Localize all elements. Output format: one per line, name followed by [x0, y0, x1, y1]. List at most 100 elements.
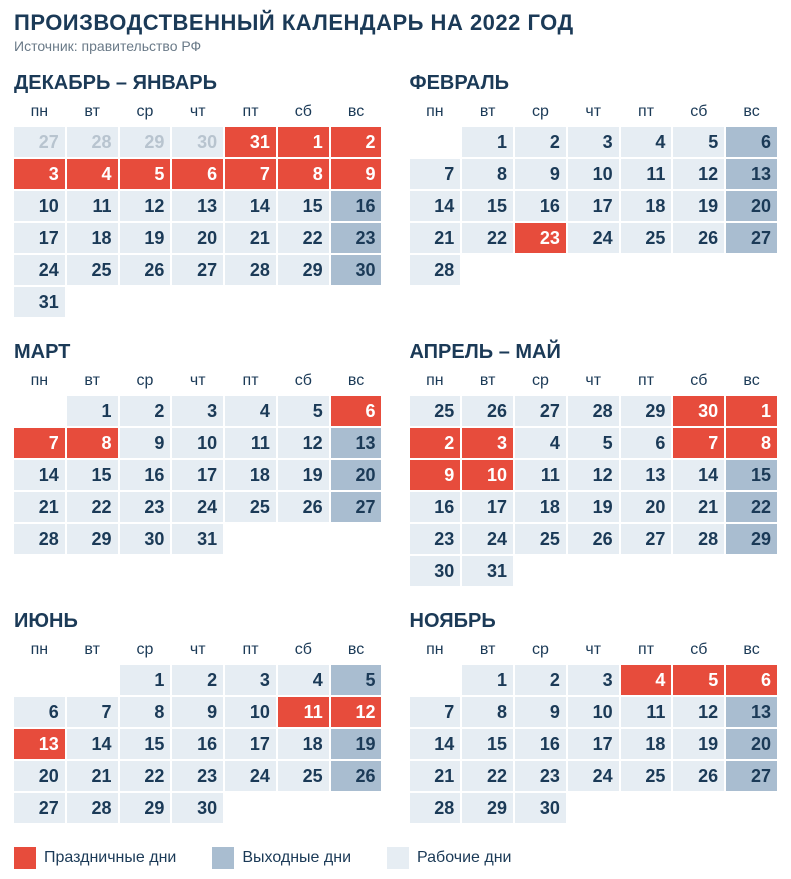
day-cell: 4 [621, 665, 672, 695]
week-row: 6789101112 [14, 697, 382, 727]
day-cell: 24 [568, 223, 619, 253]
dow-label: пн [410, 368, 461, 394]
dow-label: пн [14, 637, 65, 663]
day-cell: 22 [67, 492, 118, 522]
day-cell: 16 [331, 191, 382, 221]
day-cell: 28 [67, 793, 118, 823]
week-row: 20212223242526 [14, 761, 382, 791]
day-cell: 25 [225, 492, 276, 522]
day-cell: 26 [673, 761, 724, 791]
dow-label: чт [172, 368, 223, 394]
day-cell: 11 [621, 159, 672, 189]
day-cell [14, 396, 65, 426]
legend-label: Выходные дни [242, 849, 351, 867]
day-cell: 26 [278, 492, 329, 522]
dow-label: ср [515, 637, 566, 663]
week-row: 123456 [410, 127, 778, 157]
day-cell: 26 [331, 761, 382, 791]
day-cell: 7 [410, 159, 461, 189]
day-cell: 22 [726, 492, 777, 522]
day-cell: 30 [515, 793, 566, 823]
day-cell: 11 [621, 697, 672, 727]
day-cell: 12 [120, 191, 171, 221]
day-cell: 26 [462, 396, 513, 426]
month-block: МАРТпнвтсрчтптсбвс1234567891011121314151… [14, 341, 382, 588]
day-cell: 14 [410, 191, 461, 221]
dow-label: ср [120, 637, 171, 663]
day-cell: 20 [172, 223, 223, 253]
week-row: 9101112131415 [410, 460, 778, 490]
day-cell [621, 255, 672, 285]
day-cell: 30 [331, 255, 382, 285]
day-cell: 19 [673, 191, 724, 221]
day-cell: 7 [14, 428, 65, 458]
day-cell: 30 [172, 793, 223, 823]
day-cell: 8 [67, 428, 118, 458]
day-cell: 26 [120, 255, 171, 285]
day-cell: 16 [172, 729, 223, 759]
calendar-grid: ДЕКАБРЬ – ЯНВАРЬпнвтсрчтптсбвс2728293031… [14, 72, 777, 825]
day-cell: 13 [172, 191, 223, 221]
day-cell: 12 [673, 159, 724, 189]
day-cell [172, 287, 223, 317]
day-cell [120, 287, 171, 317]
day-cell: 16 [515, 729, 566, 759]
day-cell: 20 [621, 492, 672, 522]
day-cell: 5 [568, 428, 619, 458]
dow-label: сб [673, 99, 724, 125]
day-cell: 6 [331, 396, 382, 426]
day-cell: 27 [726, 223, 777, 253]
dow-label: сб [278, 368, 329, 394]
dow-label: пт [225, 368, 276, 394]
day-cell: 4 [515, 428, 566, 458]
dow-label: чт [172, 637, 223, 663]
day-cell: 15 [462, 191, 513, 221]
day-cell: 29 [621, 396, 672, 426]
month-title: МАРТ [14, 341, 382, 364]
day-cell: 24 [14, 255, 65, 285]
dow-row: пнвтсрчтптсбвс [410, 99, 778, 125]
day-cell: 9 [331, 159, 382, 189]
day-cell: 15 [726, 460, 777, 490]
week-row: 78910111213 [410, 159, 778, 189]
legend-swatch [212, 847, 234, 869]
week-row: 12345 [14, 665, 382, 695]
day-cell: 25 [621, 223, 672, 253]
day-cell: 21 [225, 223, 276, 253]
dow-row: пнвтсрчтптсбвс [14, 368, 382, 394]
day-cell [515, 255, 566, 285]
month-title: НОЯБРЬ [410, 610, 778, 633]
day-cell: 6 [726, 665, 777, 695]
day-cell: 29 [278, 255, 329, 285]
dow-label: вт [462, 637, 513, 663]
month-block: АПРЕЛЬ – МАЙпнвтсрчтптсбвс25262728293012… [410, 341, 778, 588]
dow-label: пт [621, 99, 672, 125]
day-cell: 1 [278, 127, 329, 157]
week-row: 21222324252627 [410, 223, 778, 253]
day-cell [410, 127, 461, 157]
legend-label: Праздничные дни [44, 849, 176, 867]
day-cell: 31 [14, 287, 65, 317]
month-title: ФЕВРАЛЬ [410, 72, 778, 95]
day-cell: 22 [120, 761, 171, 791]
legend-item: Выходные дни [212, 847, 351, 869]
dow-label: вт [67, 637, 118, 663]
day-cell: 7 [410, 697, 461, 727]
day-cell: 11 [225, 428, 276, 458]
day-cell: 23 [120, 492, 171, 522]
day-cell: 8 [120, 697, 171, 727]
dow-label: чт [568, 637, 619, 663]
week-row: 272829303112 [14, 127, 382, 157]
dow-label: вс [331, 637, 382, 663]
day-cell: 21 [673, 492, 724, 522]
day-cell: 29 [726, 524, 777, 554]
dow-label: вс [331, 99, 382, 125]
day-cell: 28 [67, 127, 118, 157]
day-cell: 21 [410, 761, 461, 791]
day-cell: 17 [172, 460, 223, 490]
page-subtitle: Источник: правительство РФ [14, 38, 777, 54]
day-cell: 10 [462, 460, 513, 490]
day-cell [673, 255, 724, 285]
day-cell: 22 [278, 223, 329, 253]
day-cell: 9 [120, 428, 171, 458]
